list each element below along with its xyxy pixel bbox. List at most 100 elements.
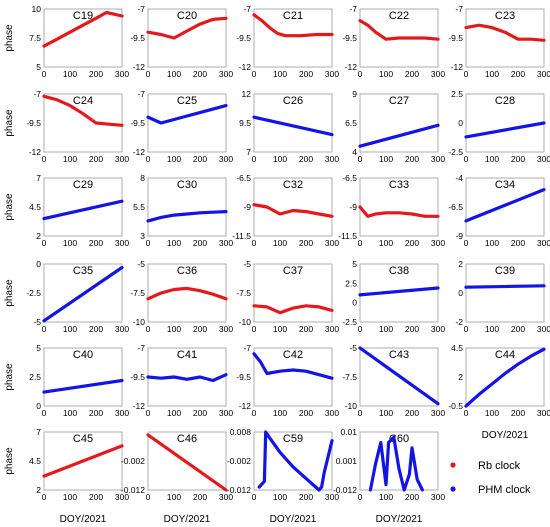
legend: Rb clock PHM clock [450, 460, 531, 496]
x-tick-label: 100 [273, 408, 287, 418]
data-series-phm [358, 346, 440, 406]
panel-title: C44 [495, 349, 515, 361]
x-tick-label: 100 [273, 238, 287, 248]
panel-title: C42 [283, 349, 303, 361]
panel-title: C32 [283, 179, 303, 191]
x-tick-label: 300 [537, 238, 550, 248]
x-tick-label: 300 [219, 238, 233, 248]
panel-c33: -6.5 -9 -11.50 100 200 300 C33 [338, 173, 445, 248]
y-axis-label: phase [4, 447, 15, 475]
panel-c36: -5 -7.5 -100 100 200 300 C36 [130, 259, 233, 334]
panel-title: C29 [73, 179, 93, 191]
data-series-rb [146, 433, 228, 492]
y-tick-label: 4 [352, 147, 357, 157]
plot-frame [359, 263, 439, 323]
panel-title: C20 [177, 10, 197, 22]
y-tick-label: -7 [137, 89, 145, 99]
panel-title: C33 [389, 179, 409, 191]
x-tick-label: 100 [379, 324, 393, 334]
panel-title: C34 [495, 179, 515, 191]
plot-frame [253, 263, 333, 323]
y-tick-label: 0 [36, 259, 41, 269]
x-tick-label: 100 [273, 154, 287, 164]
x-tick-label: 0 [42, 492, 47, 502]
plot-frame [253, 8, 333, 68]
y-tick-label: -6.5 [448, 202, 463, 212]
x-tick-label: 300 [325, 69, 339, 79]
x-tick-label: 100 [63, 238, 77, 248]
y-tick-label: 7 [246, 147, 251, 157]
y-tick-label: 2 [458, 259, 463, 269]
y-tick-label: 2 [458, 372, 463, 382]
x-tick-label: 200 [193, 408, 207, 418]
panel-c19: 10 7.5 50 100 200 300 C19 [29, 4, 129, 79]
plot-frame [147, 8, 227, 68]
x-tick-label: 200 [511, 238, 525, 248]
y-tick-label: 0 [458, 288, 463, 298]
y-tick-label: -7.5 [236, 288, 251, 298]
panel-title: C35 [73, 265, 93, 277]
x-tick-label: 300 [115, 408, 129, 418]
x-tick-label: 300 [115, 154, 129, 164]
plot-frame [465, 177, 545, 237]
y-tick-label: -0.5 [448, 401, 463, 411]
x-axis-label: DOY/2021 [376, 514, 423, 525]
x-tick-label: 200 [193, 154, 207, 164]
x-tick-label: 200 [511, 324, 525, 334]
data-series-phm [464, 284, 546, 289]
y-tick-label: -7 [349, 4, 357, 14]
y-tick-label: -10 [133, 317, 146, 327]
x-tick-label: 300 [537, 154, 550, 164]
plot-frame [253, 431, 333, 491]
panel-title: C21 [283, 10, 303, 22]
data-series-phm [42, 199, 124, 221]
panel-c23: -7 -9.5 -120 100 200 300 C23 [448, 4, 550, 79]
plot-frame [147, 431, 227, 491]
x-tick-label: 300 [325, 154, 339, 164]
panel-title: C39 [495, 265, 515, 277]
x-tick-label: 0 [252, 492, 257, 502]
y-tick-label: 0 [36, 401, 41, 411]
y-tick-label: 5 [36, 343, 41, 353]
y-tick-label: -7 [33, 89, 41, 99]
x-tick-label: 300 [115, 492, 129, 502]
y-tick-label: -9.5 [236, 372, 251, 382]
x-tick-label: 0 [464, 69, 469, 79]
x-tick-label: 200 [89, 408, 103, 418]
x-tick-label: 200 [299, 408, 313, 418]
y-tick-label: -7.5 [342, 372, 357, 382]
panel-c41: -7 -9.5 -120 100 200 300 C41 [130, 343, 233, 418]
y-tick-label: -12 [133, 147, 146, 157]
x-tick-label: 200 [89, 238, 103, 248]
panel-c43: -5 -7.5 -100 100 200 300 C43 [342, 343, 445, 418]
y-tick-label: -2.5 [342, 317, 357, 327]
x-tick-label: 100 [273, 324, 287, 334]
panel-c32: -6.5 -9 -11.50 100 200 300 C32 [232, 173, 339, 248]
x-tick-label: 200 [405, 324, 419, 334]
x-tick-label: 0 [464, 238, 469, 248]
plot-frame [359, 93, 439, 153]
y-tick-label: -5 [243, 259, 251, 269]
y-tick-label: -0.012 [227, 485, 251, 495]
x-tick-label: 0 [146, 238, 151, 248]
y-axis-label: phase [4, 363, 15, 391]
x-tick-label: 0 [358, 69, 363, 79]
x-tick-label: 0 [358, 154, 363, 164]
data-series-phm [368, 435, 424, 492]
panel-title: C38 [389, 265, 409, 277]
x-tick-label: 100 [167, 69, 181, 79]
data-series-rb [252, 203, 334, 218]
panel-title: C45 [73, 433, 93, 445]
plot-frame [43, 347, 123, 407]
x-tick-label: 200 [405, 238, 419, 248]
plot-frame [465, 8, 545, 68]
data-series-rb [42, 444, 124, 478]
y-axis-label: phase [4, 109, 15, 137]
x-tick-label: 300 [115, 69, 129, 79]
x-tick-label: 200 [405, 492, 419, 502]
